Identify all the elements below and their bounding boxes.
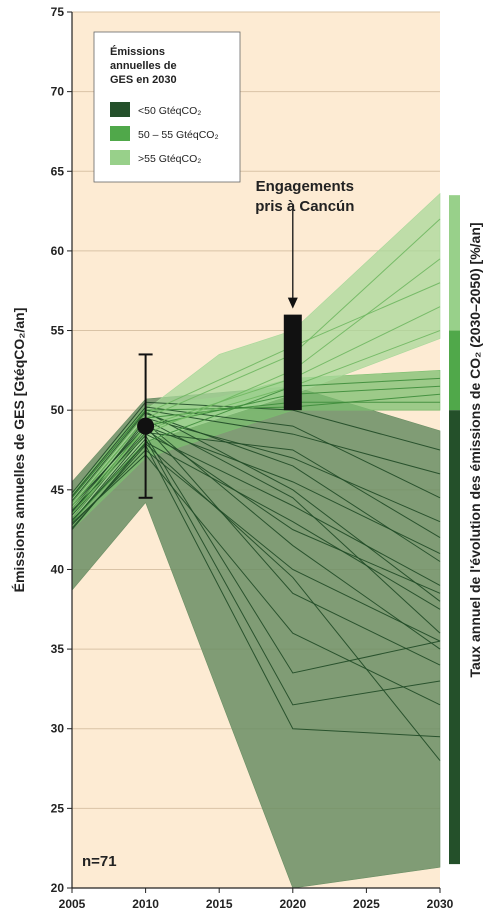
scenario-line-0-11: [71, 437, 441, 706]
scenario-line-1-2: [71, 377, 441, 523]
legend-label-low: <50 GtéqCO₂: [138, 105, 201, 117]
cancun-label-line-0: Engagements: [256, 178, 354, 195]
axes: [71, 12, 440, 889]
scenario-line-0-18: [71, 401, 441, 494]
sample-size-label: n=71: [82, 853, 117, 870]
legend-label-high: >55 GtéqCO₂: [138, 153, 201, 165]
y-tick-label-5: 45: [51, 483, 65, 497]
legend-swatch-low: [110, 102, 130, 117]
legend-swatch-high: [110, 150, 130, 165]
error-bar-point: [137, 417, 155, 435]
legend-title-line-1: Émissions: [110, 45, 165, 58]
x-tick-label-3: 2020: [279, 897, 306, 911]
x-tick-label-1: 2010: [132, 897, 159, 911]
y-tick-label-8: 60: [51, 244, 65, 258]
scenario-line-2-1: [71, 218, 441, 507]
y-tick-label-10: 70: [51, 85, 65, 99]
right-axis-label: Taux annuel de l'évolution des émissions…: [467, 222, 483, 677]
x-tick-label-2: 2015: [206, 897, 233, 911]
y-tick-label-1: 25: [51, 801, 65, 815]
error-bar-2010: [137, 353, 155, 499]
right-color-bar: [449, 195, 460, 865]
right-bar-segment-2: [449, 410, 460, 865]
scenario-lines: [71, 218, 441, 761]
scenario-line-0-13: [71, 425, 441, 666]
right-bar-segment-0: [449, 195, 460, 331]
scenario-line-2-2: [71, 306, 441, 519]
legend-title-line-2: annuelles de: [110, 60, 177, 72]
y-tick-label-11: 75: [51, 5, 65, 19]
cancun-commitments: Engagements pris à Cancún: [255, 178, 354, 411]
legend-swatch-mid: [110, 126, 130, 141]
y-tick-label-6: 50: [51, 403, 65, 417]
cancun-bar: [283, 314, 302, 411]
x-tick-label-5: 2030: [427, 897, 454, 911]
legend-title-line-3: GES en 2030: [110, 74, 177, 86]
y-tick-label-0: 20: [51, 881, 65, 895]
cancun-label-line-1: pris à Cancún: [255, 198, 354, 215]
y-tick-label-3: 35: [51, 642, 65, 656]
y-tick-label-7: 55: [51, 324, 65, 338]
scenario-line-0-12: [71, 444, 441, 738]
x-tick-label-4: 2025: [353, 897, 380, 911]
scenario-line-0-9: [71, 406, 441, 499]
cancun-arrow-head: [287, 297, 298, 309]
legend-label-mid: 50 – 55 GtéqCO₂: [138, 129, 219, 141]
right-bar-segment-1: [449, 330, 460, 411]
x-tick-label-0: 2005: [59, 897, 86, 911]
y-tick-label-9: 65: [51, 164, 65, 178]
x-tick-labels: 2005 2010 2015 2020 2025 2030: [59, 888, 454, 911]
y-tick-labels: 20 25 30 35 40 45 50 55 60 65 70 75: [51, 5, 72, 895]
y-tick-label-4: 40: [51, 562, 65, 576]
y-tick-label-2: 30: [51, 722, 65, 736]
scenario-line-0-16: [71, 411, 441, 602]
scenario-line-2-3: [71, 282, 441, 503]
legend: Émissions annuelles de GES en 2030 <50 G…: [93, 31, 241, 183]
y-axis-label: Émissions annuelles de GES [GtéqCO₂/an]: [11, 308, 27, 593]
scenario-line-2-4: [71, 330, 441, 510]
scenario-line-1-3: [71, 393, 441, 499]
